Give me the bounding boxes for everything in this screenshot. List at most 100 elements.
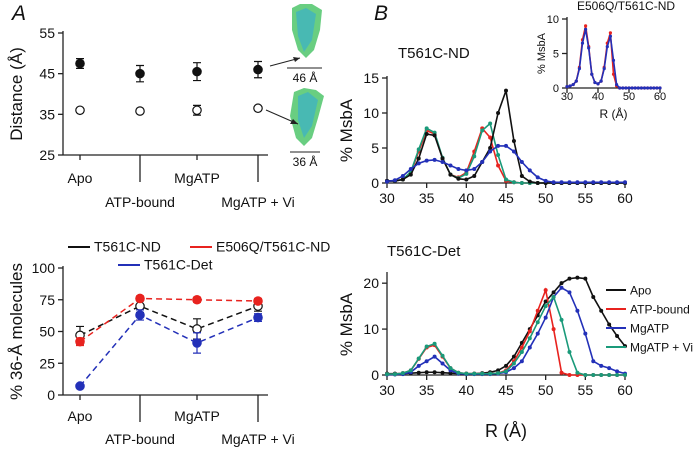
- x-tick-label: 60: [617, 382, 633, 398]
- data-point: [432, 341, 437, 346]
- data-point: [591, 294, 596, 299]
- data-point: [615, 369, 620, 374]
- data-point: [519, 160, 524, 164]
- x-tick-label: MgATP: [174, 170, 220, 186]
- data-point: [440, 370, 445, 375]
- x-tick-label: 35: [419, 190, 435, 206]
- data-point: [488, 149, 493, 154]
- data-point: [527, 168, 532, 173]
- series-line: [386, 145, 625, 184]
- y-tick-label: 0: [553, 83, 559, 95]
- data-point: [649, 86, 653, 90]
- data-point: [535, 181, 540, 185]
- series-line: [387, 287, 625, 376]
- data-point: [543, 288, 548, 293]
- data-point: [511, 139, 516, 143]
- legend-label: E506Q/T561C-ND: [216, 239, 330, 255]
- x-tick-label: ATP-bound: [105, 194, 175, 210]
- panel-label: A: [10, 2, 26, 25]
- data-point: [511, 180, 516, 185]
- data-point: [587, 46, 591, 50]
- data-point: [511, 366, 516, 371]
- data-point: [607, 180, 612, 185]
- data-point: [568, 84, 572, 88]
- data-point: [400, 371, 405, 376]
- data-point: [464, 177, 469, 182]
- data-point: [590, 72, 594, 76]
- x-tick-label: 35: [419, 382, 435, 398]
- x-tick-label: 30: [379, 382, 395, 398]
- series-line: [79, 297, 259, 343]
- data-point: [456, 167, 461, 171]
- data-point: [424, 132, 429, 136]
- data-point: [615, 333, 620, 338]
- data-point: [424, 359, 429, 364]
- arrow-head: [293, 57, 300, 62]
- data-point: [607, 373, 612, 377]
- data-point: [621, 86, 625, 90]
- data-point: [253, 312, 263, 323]
- annotation: 46 Å: [293, 70, 318, 85]
- y-axis-label: Distance (Å): [7, 47, 26, 141]
- data-point: [135, 293, 145, 304]
- data-point: [599, 308, 604, 313]
- x-tick-label: Apo: [68, 170, 93, 186]
- data-point: [527, 179, 532, 184]
- data-point: [519, 359, 524, 364]
- data-point: [432, 354, 437, 359]
- data-point: [416, 161, 421, 166]
- data-point: [527, 336, 532, 341]
- data-point: [599, 79, 603, 83]
- x-tick-label: 50: [538, 190, 554, 206]
- data-point: [615, 180, 620, 185]
- data-point: [543, 315, 548, 320]
- data-point: [496, 111, 501, 115]
- data-point: [599, 363, 604, 368]
- data-point: [599, 373, 604, 377]
- data-point: [599, 180, 604, 185]
- data-point: [75, 381, 85, 391]
- y-tick-label: 10: [363, 321, 379, 337]
- data-point: [567, 276, 572, 281]
- y-axis-label: % 36-Å molecules: [7, 263, 26, 400]
- data-point: [416, 156, 421, 161]
- data-point: [571, 82, 575, 87]
- x-axis-label: R (Å): [485, 421, 527, 441]
- data-point: [192, 66, 202, 77]
- data-point: [432, 133, 437, 138]
- data-point: [480, 128, 485, 133]
- data-point: [575, 308, 580, 313]
- data-point: [440, 160, 445, 164]
- data-point: [424, 370, 429, 375]
- y-tick-label: 50: [39, 324, 55, 340]
- data-point: [652, 86, 656, 90]
- data-point: [593, 80, 597, 85]
- x-tick-label: 40: [459, 382, 475, 398]
- panel-label: B: [374, 2, 388, 25]
- data-point: [424, 344, 429, 349]
- data-point: [456, 176, 461, 181]
- data-point: [416, 370, 421, 375]
- data-point: [75, 336, 85, 347]
- data-point: [416, 147, 421, 152]
- data-point: [543, 178, 548, 183]
- data-point: [583, 180, 588, 185]
- data-point: [135, 310, 145, 320]
- data-point: [607, 366, 612, 371]
- data-point: [655, 86, 659, 90]
- y-tick-label: 55: [39, 25, 55, 41]
- data-point: [642, 86, 647, 90]
- data-point: [591, 359, 596, 364]
- data-point: [504, 369, 508, 374]
- data-point: [535, 308, 540, 313]
- data-point: [611, 72, 616, 76]
- series-line: [79, 314, 259, 387]
- data-point: [535, 331, 540, 336]
- data-point: [565, 85, 569, 89]
- data-point: [496, 153, 501, 157]
- data-point: [580, 41, 585, 45]
- data-point: [504, 363, 508, 368]
- data-point: [577, 67, 582, 71]
- series-line: [387, 286, 626, 376]
